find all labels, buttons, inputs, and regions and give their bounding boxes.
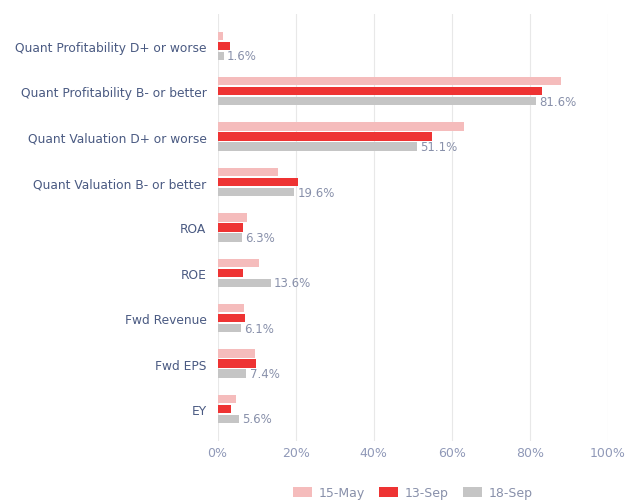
Bar (218, 324, 241, 333)
Bar (218, 188, 294, 197)
Text: 5.6%: 5.6% (243, 413, 273, 426)
Text: 81.6%: 81.6% (540, 96, 577, 109)
Text: 19.6%: 19.6% (297, 186, 335, 199)
Bar (218, 33, 223, 41)
Bar (218, 279, 271, 288)
Bar (218, 178, 298, 187)
Bar (218, 314, 245, 323)
Text: 6.1%: 6.1% (244, 322, 275, 335)
Bar (218, 305, 244, 313)
Bar (218, 415, 239, 423)
Bar (218, 370, 246, 378)
Bar (218, 133, 433, 142)
Bar (218, 43, 230, 51)
Bar (218, 233, 242, 242)
Bar (218, 360, 256, 368)
Bar (218, 350, 255, 358)
Bar (218, 269, 243, 278)
Text: 6.3%: 6.3% (245, 231, 275, 244)
Text: 51.1%: 51.1% (420, 141, 458, 154)
Bar (218, 143, 417, 151)
Bar (218, 78, 561, 86)
Bar (218, 123, 463, 132)
Bar (218, 53, 224, 61)
Text: 13.6%: 13.6% (274, 277, 311, 290)
Bar (218, 405, 231, 413)
Bar (218, 224, 243, 232)
Bar (218, 88, 541, 96)
Legend: 15-May, 13-Sep, 18-Sep: 15-May, 13-Sep, 18-Sep (288, 481, 538, 501)
Bar (218, 259, 259, 268)
Text: 1.6%: 1.6% (227, 50, 257, 63)
Bar (218, 98, 536, 106)
Bar (218, 168, 278, 177)
Text: 7.4%: 7.4% (250, 367, 280, 380)
Bar (218, 214, 247, 222)
Bar (218, 395, 236, 403)
